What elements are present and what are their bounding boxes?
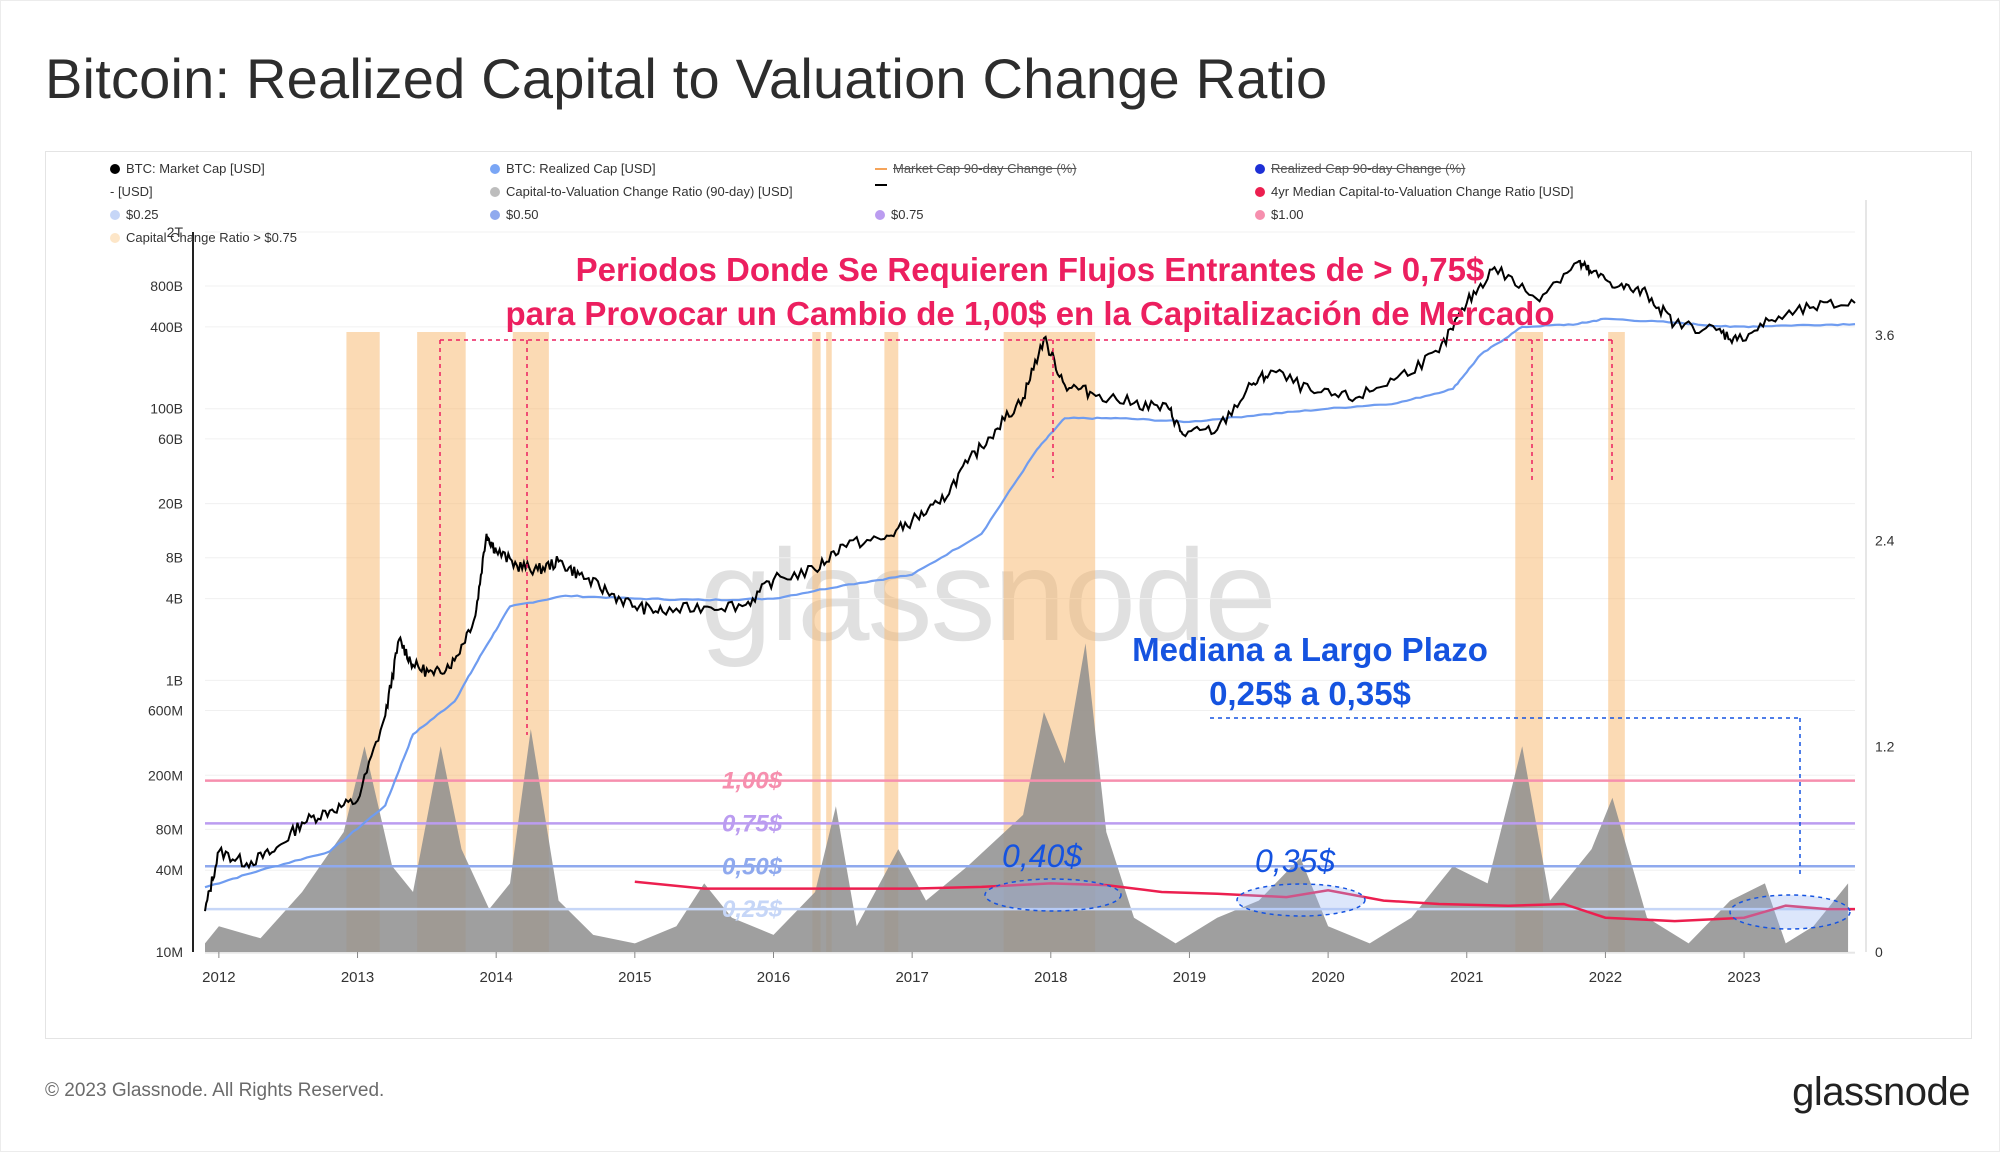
- legend-dot-icon: [110, 163, 120, 174]
- ratio-area: [205, 643, 1849, 952]
- legend-label: BTC: Realized Cap [USD]: [506, 161, 656, 176]
- x-tick-label: 2015: [618, 969, 651, 986]
- y-left-tick-label: 4B: [166, 591, 183, 607]
- callout-2020: 0,35$: [1255, 843, 1336, 879]
- x-tick-label: 2021: [1450, 969, 1483, 986]
- x-tick-label: 2022: [1589, 969, 1622, 986]
- annotation-median: Mediana a Largo Plazo 0,25$ a 0,35$: [1100, 628, 1520, 716]
- x-tick-label: 2017: [895, 969, 928, 986]
- y-left-tick-label: 800B: [150, 278, 183, 294]
- legend-line-icon: [875, 184, 887, 186]
- y-left-tick-label: 20B: [158, 496, 183, 512]
- median-ellipse: [984, 878, 1122, 912]
- annotation-main: Periodos Donde Se Requieren Flujos Entra…: [430, 248, 1630, 336]
- legend-item[interactable]: $0.50: [490, 207, 539, 222]
- y-right-tick-label: 2.4: [1875, 533, 1895, 549]
- legend-label: Market Cap 90-day Change (%): [893, 161, 1077, 176]
- threshold-label: 0,25$: [722, 896, 783, 923]
- median-ellipse: [1729, 894, 1851, 930]
- annotation-main-line2: para Provocar un Cambio de 1,00$ en la C…: [505, 295, 1555, 332]
- legend-item[interactable]: Capital-to-Valuation Change Ratio (90-da…: [490, 184, 793, 199]
- x-tick-label: 2012: [202, 969, 235, 986]
- y-right-tick-label: 1.2: [1875, 738, 1895, 754]
- x-tick-label: 2018: [1034, 969, 1067, 986]
- legend-dot-icon: [1255, 209, 1265, 220]
- y-left-tick-label: 2T: [167, 224, 184, 240]
- legend-dot-icon: [490, 186, 500, 197]
- y-right-tick-label: 0: [1875, 944, 1883, 960]
- legend-dot-icon: [110, 232, 120, 243]
- legend-dot-icon: [490, 209, 500, 220]
- footer-copyright: © 2023 Glassnode. All Rights Reserved.: [45, 1080, 385, 1101]
- legend-item[interactable]: $0.25: [110, 207, 159, 222]
- legend-line-icon: [875, 167, 887, 170]
- legend-dot-icon: [1255, 163, 1265, 174]
- legend-label: $0.50: [506, 207, 539, 222]
- x-tick-label: 2013: [341, 969, 374, 986]
- legend-label: $0.25: [126, 207, 159, 222]
- legend-item[interactable]: $0.75: [875, 207, 924, 222]
- market-cap-line: [204, 259, 1856, 912]
- ratio-area-series: [205, 643, 1849, 952]
- highlight-period: [826, 332, 832, 952]
- callout-2018: 0,40$: [1002, 838, 1083, 874]
- legend-item[interactable]: $1.00: [1255, 207, 1304, 222]
- annotation-main-line1: Periodos Donde Se Requieren Flujos Entra…: [575, 251, 1485, 288]
- legend-item[interactable]: 4yr Median Capital-to-Valuation Change R…: [1255, 184, 1574, 199]
- highlight-period: [812, 332, 821, 952]
- legend-item[interactable]: Realized Cap 90-day Change (%): [1255, 161, 1465, 176]
- footer-logo[interactable]: glassnode: [1792, 1070, 1970, 1114]
- legend-dot-icon: [1255, 186, 1265, 197]
- legend-label: $0.75: [891, 207, 924, 222]
- realized-cap-line: [204, 317, 1856, 889]
- legend-item[interactable]: Capital Change Ratio > $0.75: [110, 230, 297, 245]
- y-left-tick-label: 10M: [156, 944, 183, 960]
- threshold-label: 1,00$: [722, 768, 783, 795]
- y-left-tick-label: 80M: [156, 821, 183, 837]
- legend-item[interactable]: BTC: Realized Cap [USD]: [490, 161, 656, 176]
- annotation-median-line2: 0,25$ a 0,35$: [1209, 675, 1411, 712]
- legend-label: - [USD]: [110, 184, 153, 199]
- legend-label: Realized Cap 90-day Change (%): [1271, 161, 1466, 176]
- annotation-overlays: 0,40$ 0,35$: [439, 339, 1851, 930]
- y-left-tick-label: 40M: [156, 862, 183, 878]
- y-left-tick-label: 600M: [148, 702, 183, 718]
- threshold-label: 0,75$: [722, 810, 783, 837]
- y-left-tick-label: 200M: [148, 767, 183, 783]
- legend-dot-icon: [490, 163, 500, 174]
- highlight-period: [1608, 332, 1625, 952]
- x-tick-label: 2019: [1173, 969, 1206, 986]
- legend-dot-icon: [110, 209, 120, 220]
- page-title: Bitcoin: Realized Capital to Valuation C…: [45, 47, 1328, 110]
- y-left-tick-label: 8B: [166, 550, 183, 566]
- median-line: [634, 880, 1855, 923]
- legend-item[interactable]: Market Cap 90-day Change (%): [875, 161, 1077, 176]
- legend-label: $1.00: [1271, 207, 1304, 222]
- median-series: [634, 880, 1855, 923]
- legend-item[interactable]: - [USD]: [110, 184, 153, 199]
- median-ellipse: [1236, 883, 1366, 917]
- x-tick-label: 2023: [1727, 969, 1760, 986]
- x-tick-label: 2014: [479, 969, 512, 986]
- legend-label: Capital-to-Valuation Change Ratio (90-da…: [506, 184, 793, 199]
- legend-dot-icon: [875, 209, 885, 220]
- legend-item[interactable]: BTC: Market Cap [USD]: [110, 161, 265, 176]
- y-right-tick-label: 3.6: [1875, 327, 1895, 343]
- x-tick-label: 2016: [757, 969, 790, 986]
- annotation-median-line1: Mediana a Largo Plazo: [1132, 631, 1488, 668]
- y-left-tick-label: 60B: [158, 431, 183, 447]
- cap-series: [204, 259, 1856, 912]
- y-left-tick-label: 1B: [166, 672, 183, 688]
- legend-item[interactable]: [875, 184, 893, 186]
- threshold-label: 0,50$: [722, 853, 783, 880]
- x-tick-label: 2020: [1311, 969, 1344, 986]
- y-left-tick-label: 400B: [150, 319, 183, 335]
- axes: 10M 40M 80M 200M 600M 1B 4B 8B 20B 60B 100B 400B 800…: [148, 200, 1895, 986]
- highlight-period: [884, 332, 899, 952]
- y-left-tick-label: 100B: [150, 401, 183, 417]
- legend-label: 4yr Median Capital-to-Valuation Change R…: [1271, 184, 1574, 199]
- legend-label: BTC: Market Cap [USD]: [126, 161, 265, 176]
- legend-label: Capital Change Ratio > $0.75: [126, 230, 297, 245]
